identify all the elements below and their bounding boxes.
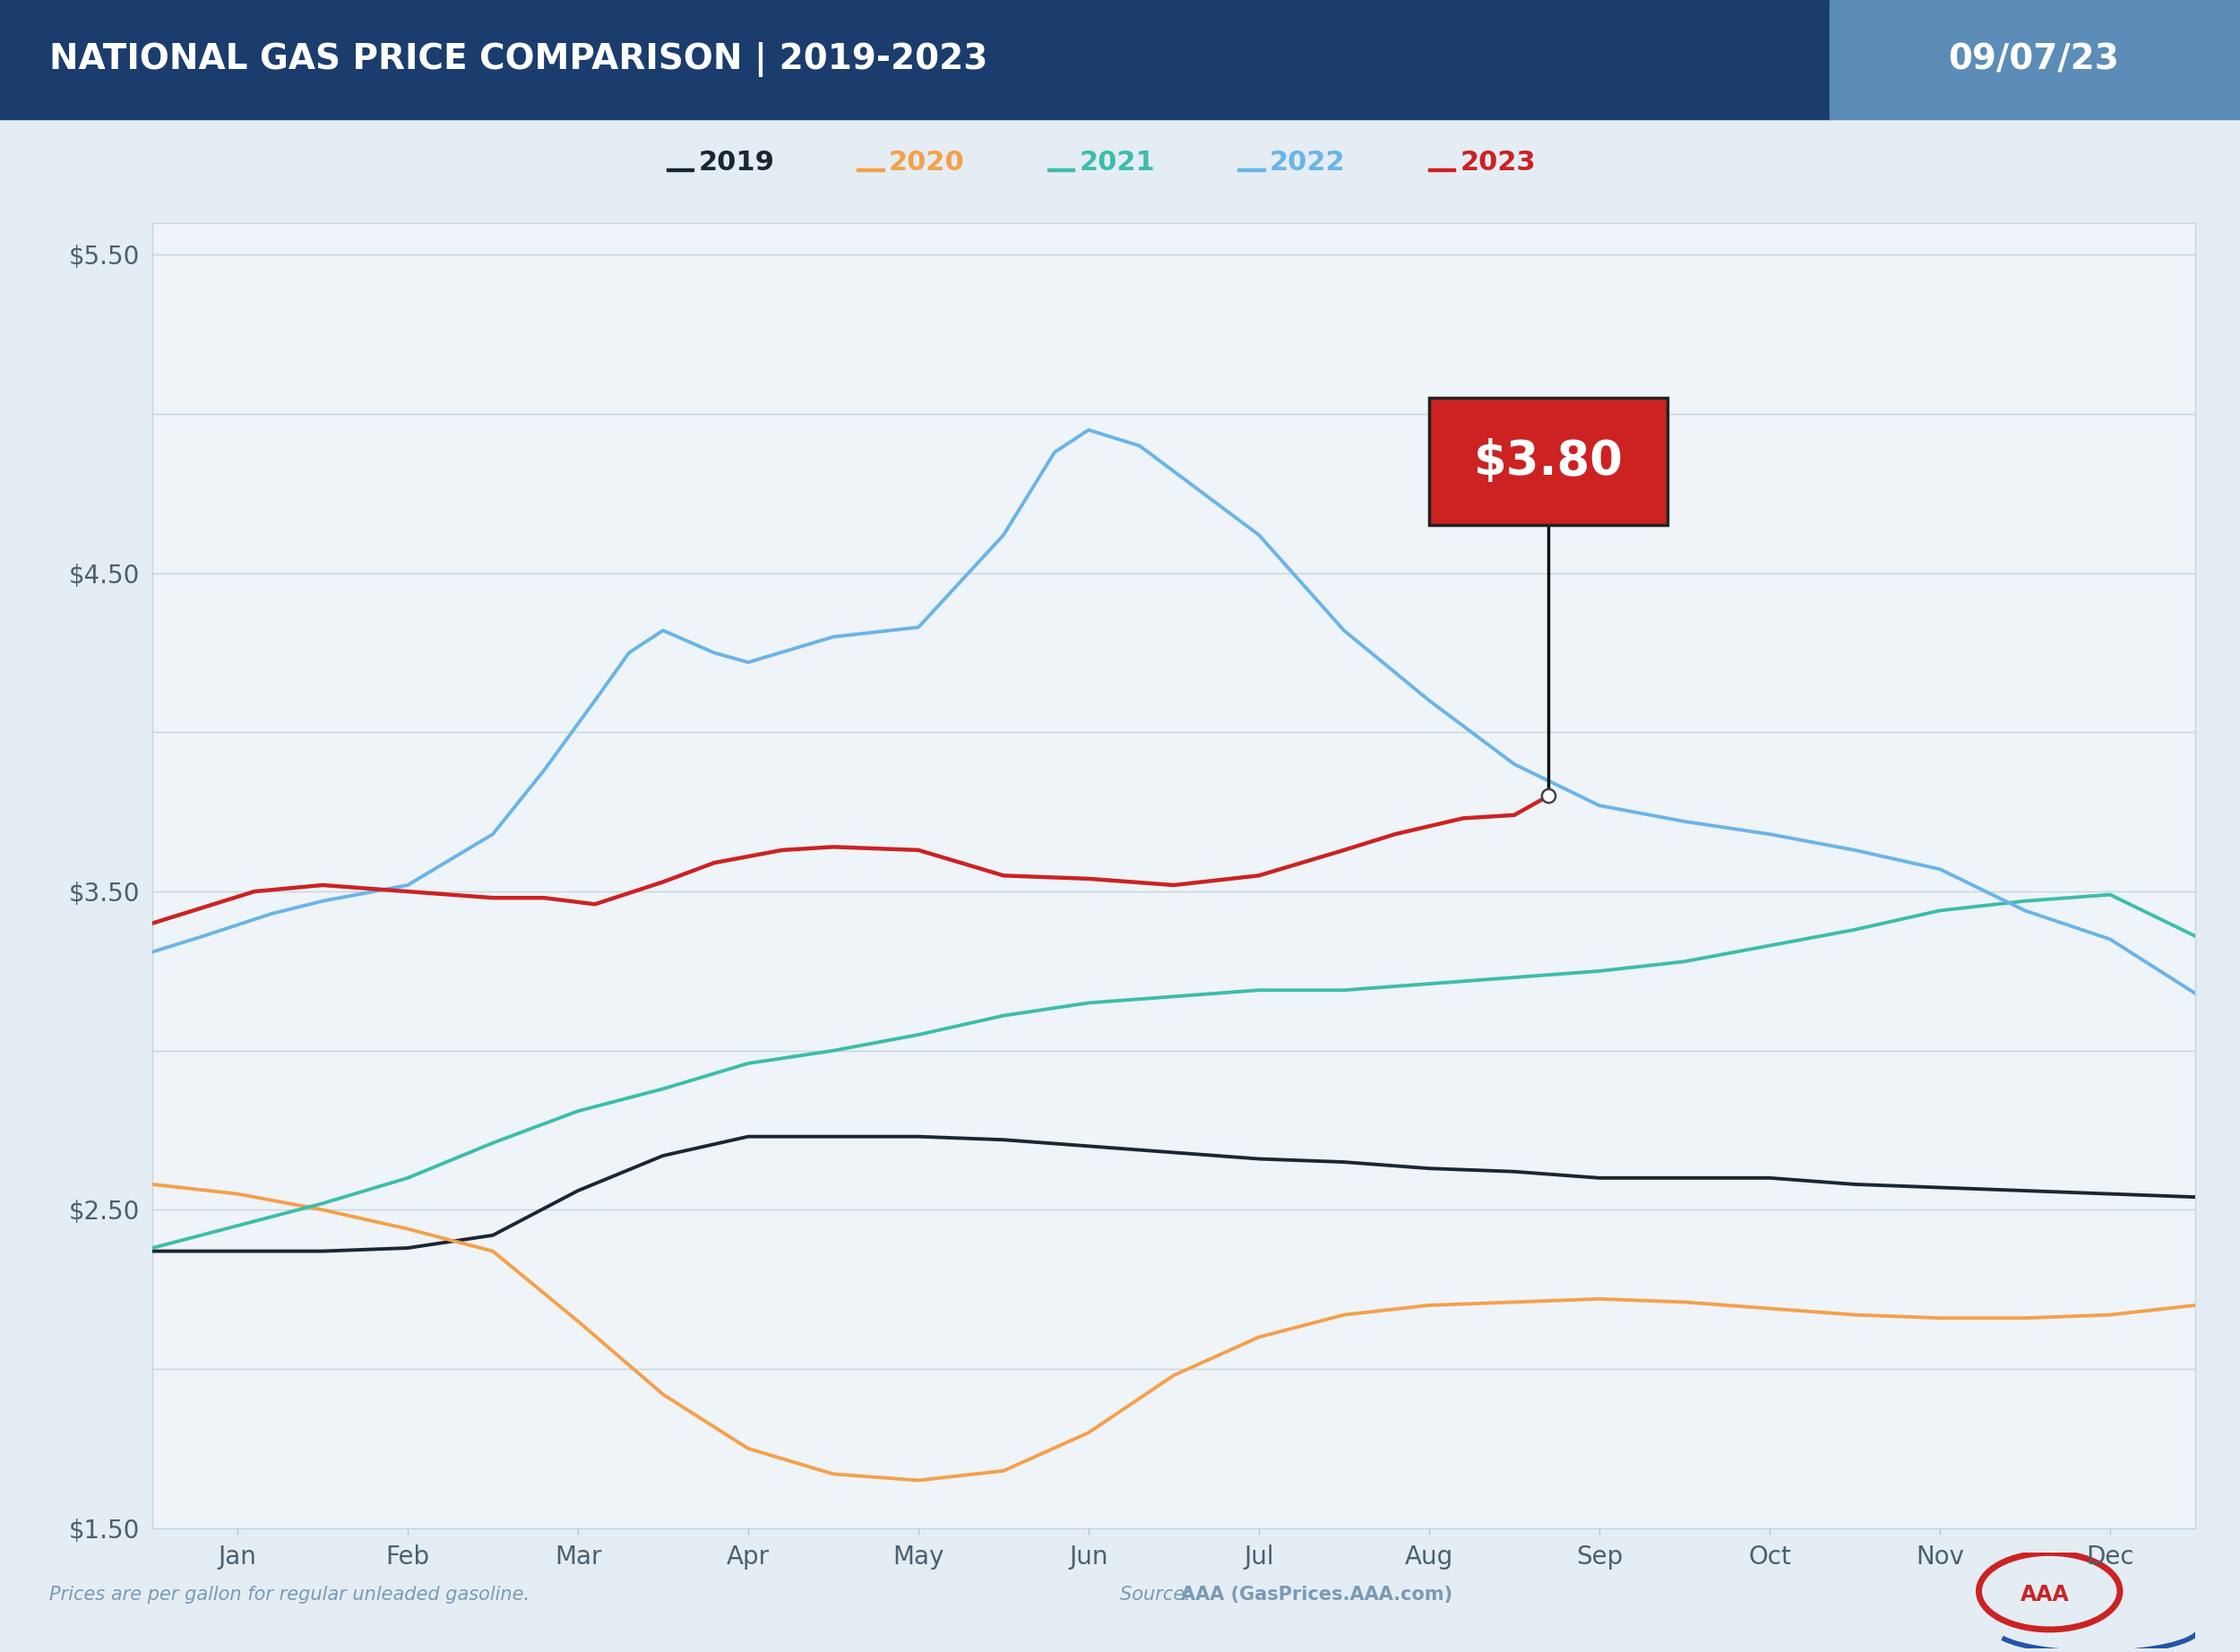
FancyBboxPatch shape [1429,398,1667,525]
Text: 2023: 2023 [1460,150,1537,175]
Bar [1830,0,2240,119]
Text: 2019: 2019 [699,150,775,175]
Text: $3.80: $3.80 [1474,438,1624,486]
Text: NATIONAL GAS PRICE COMPARISON | 2019-2023: NATIONAL GAS PRICE COMPARISON | 2019-202… [49,41,988,78]
Text: 2022: 2022 [1270,150,1346,175]
Text: Source:: Source: [1120,1586,1196,1604]
Bar [0,0,1830,119]
Text: 2021: 2021 [1080,150,1156,175]
Bar [1236,169,1266,170]
Text: 09/07/23: 09/07/23 [1949,43,2119,76]
Text: AAA (GasPrices.AAA.com): AAA (GasPrices.AAA.com) [1180,1586,1452,1604]
Bar [856,169,885,170]
Bar [1429,169,1456,170]
Text: 2020: 2020 [889,150,965,175]
Text: Prices are per gallon for regular unleaded gasoline.: Prices are per gallon for regular unlead… [49,1586,529,1604]
Text: AAA: AAA [2020,1584,2070,1606]
Bar [668,169,694,170]
Bar [1048,169,1075,170]
